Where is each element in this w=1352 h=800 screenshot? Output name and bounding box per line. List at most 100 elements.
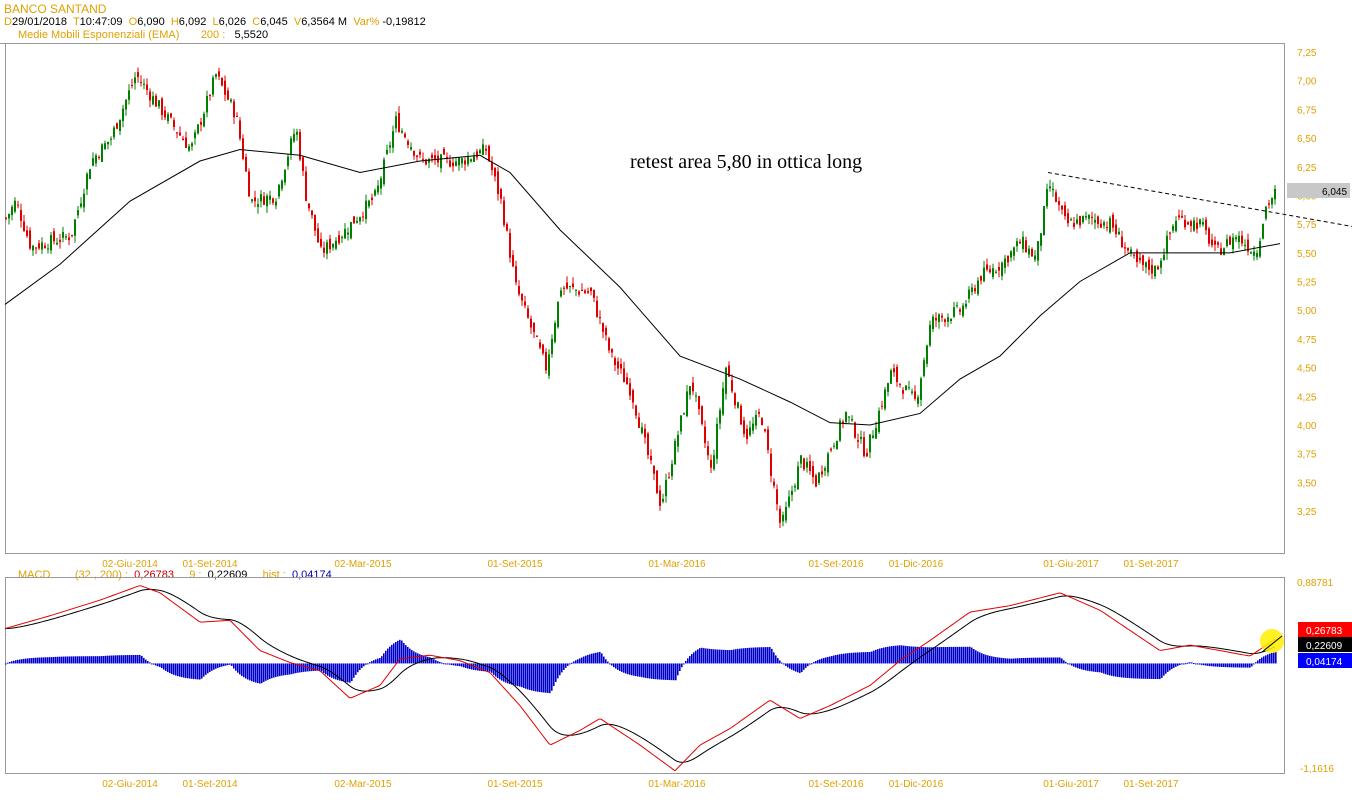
histogram-bar	[1191, 662, 1193, 664]
histogram-bar	[697, 649, 699, 664]
candle-body	[542, 344, 544, 354]
histogram-bar	[925, 647, 927, 664]
histogram-bar	[1003, 658, 1005, 664]
histogram-bar	[607, 661, 609, 664]
histogram-bar	[353, 663, 355, 678]
candle-body	[104, 143, 106, 150]
histogram-bar	[1151, 663, 1153, 679]
histogram-bar	[167, 663, 169, 673]
histogram-bar	[1101, 663, 1103, 673]
candle-body	[1025, 240, 1027, 252]
histogram-bar	[429, 657, 431, 664]
histogram-bar	[469, 663, 471, 670]
candle-body	[368, 200, 370, 207]
candle-body	[122, 108, 124, 122]
histogram-bar	[1143, 663, 1145, 679]
candle-body	[203, 113, 205, 127]
date-tick-label: 02-Giu-2014	[102, 559, 158, 570]
histogram-bar	[661, 663, 663, 680]
histogram-bar	[7, 662, 9, 664]
annotation-text: retest area 5,80 in ottica long	[630, 151, 862, 173]
histogram-bar	[1273, 652, 1275, 664]
histogram-bar	[901, 645, 903, 664]
candle-body	[449, 160, 451, 167]
histogram-bar	[633, 663, 635, 676]
high-value: 6,092	[178, 16, 207, 28]
candle-body	[1016, 241, 1018, 247]
candle-body	[308, 203, 310, 209]
histogram-bar	[1021, 658, 1023, 664]
candle-body	[479, 150, 481, 154]
histogram-bar	[1239, 663, 1241, 668]
histogram-bar	[773, 652, 775, 664]
candle-body	[278, 184, 280, 197]
histogram-bar	[1197, 663, 1199, 665]
candle-body	[728, 365, 730, 377]
open-label: O	[128, 16, 138, 28]
histogram-bar	[871, 651, 873, 664]
candle-body	[599, 316, 601, 319]
candle-body	[911, 391, 913, 393]
histogram-bar	[709, 648, 711, 664]
candle-body	[1142, 255, 1144, 265]
candle-body	[320, 238, 322, 247]
histogram-bar	[445, 663, 447, 665]
histogram-bar	[101, 656, 103, 664]
histogram-bar	[237, 663, 239, 673]
candle-body	[1091, 216, 1093, 218]
histogram-bar	[841, 653, 843, 664]
date-tick-label: 01-Set-2016	[808, 779, 863, 790]
histogram-bar	[1267, 654, 1269, 664]
histogram-bar	[1231, 663, 1233, 668]
histogram-bar	[619, 663, 621, 671]
histogram-bar	[1047, 657, 1049, 664]
candle-body	[1256, 253, 1258, 258]
histogram-bar	[149, 662, 151, 664]
histogram-bar	[755, 647, 757, 664]
histogram-bar	[751, 647, 753, 664]
histogram-bar	[113, 655, 115, 664]
histogram-bar	[1209, 663, 1211, 667]
candle-body	[848, 416, 850, 418]
candle-body	[263, 196, 265, 205]
candles-group	[5, 67, 1276, 529]
histogram-bar	[351, 663, 353, 682]
candle-body	[1268, 203, 1270, 205]
hist-value-axis-label: 0,04174	[1306, 657, 1343, 668]
histogram-bar	[357, 663, 359, 673]
histogram-bar	[1019, 658, 1021, 664]
histogram-bar	[139, 654, 141, 664]
candle-body	[623, 368, 625, 383]
candle-body	[362, 216, 364, 218]
histogram-bar	[457, 663, 459, 666]
candle-body	[605, 328, 607, 336]
histogram-bar	[137, 654, 139, 664]
histogram-bar	[745, 648, 747, 664]
candle-body	[1271, 198, 1273, 205]
histogram-bar	[209, 663, 211, 672]
histogram-bar	[725, 649, 727, 664]
candle-body	[11, 206, 13, 216]
histogram-bar	[1167, 663, 1169, 672]
histogram-bar	[1063, 660, 1065, 664]
histogram-bar	[881, 647, 883, 664]
histogram-bar	[403, 642, 405, 664]
histogram-bar	[143, 657, 145, 664]
var-label: Var%	[353, 16, 380, 28]
histogram-bar	[157, 663, 159, 667]
candle-body	[761, 418, 763, 426]
histogram-bar	[1149, 663, 1151, 679]
histogram-bar	[85, 656, 87, 664]
candle-body	[1028, 248, 1030, 255]
ema-label: Medie Mobili Esponenziali (EMA)	[18, 29, 180, 41]
histogram-bar	[1025, 657, 1027, 664]
histogram-bar	[945, 646, 947, 664]
candle-body	[92, 158, 94, 166]
signal-value-box	[1298, 637, 1352, 652]
candle-body	[722, 388, 724, 415]
histogram-bar	[437, 661, 439, 664]
candle-body	[1250, 252, 1252, 254]
histogram-bar	[49, 657, 51, 664]
histogram-bar	[679, 663, 681, 672]
